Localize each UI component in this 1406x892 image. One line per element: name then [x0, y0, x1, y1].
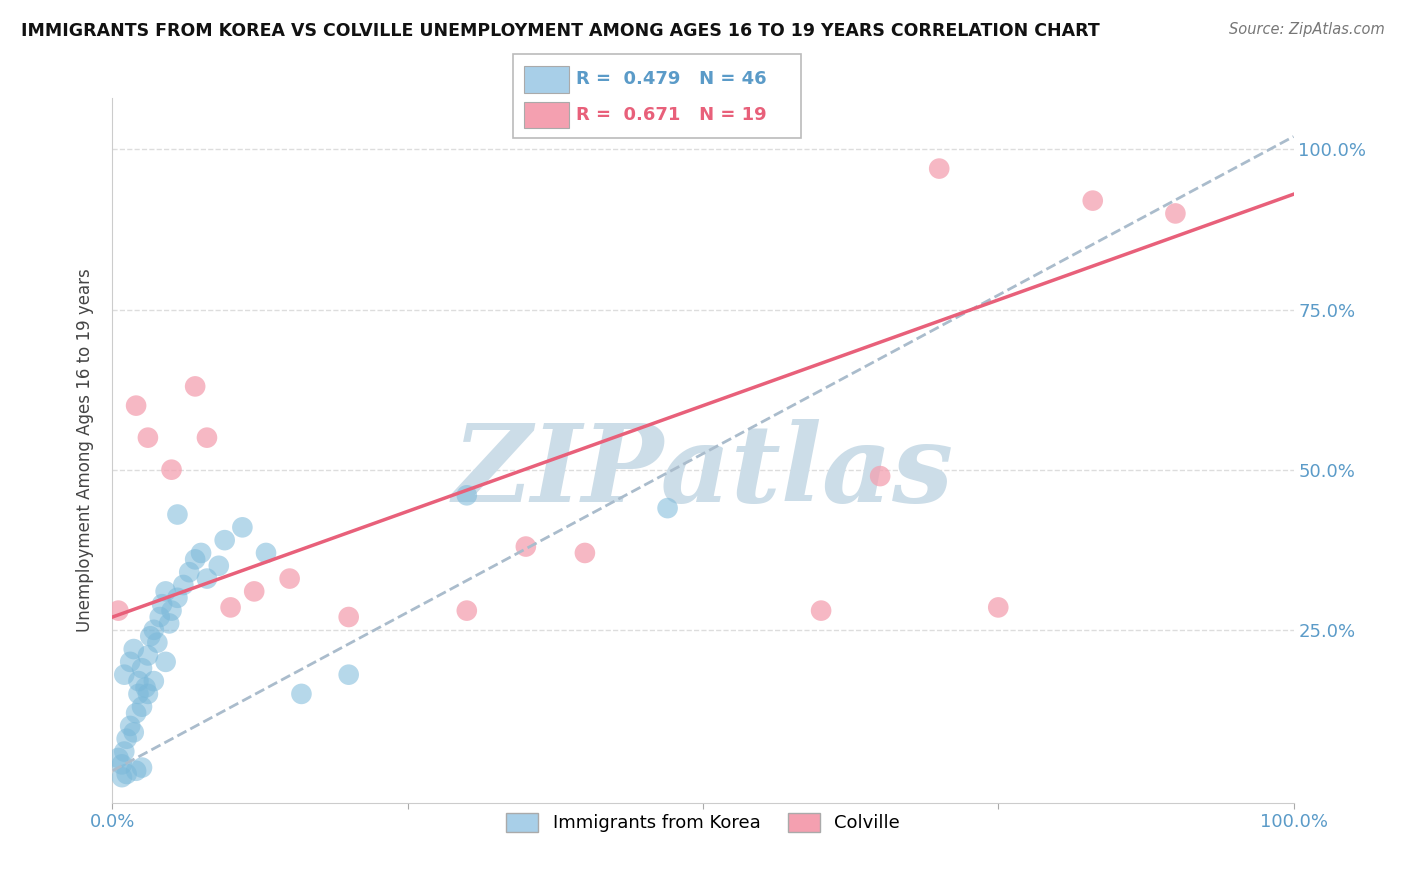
Point [142, 623, 165, 637]
Point [456, 604, 478, 618]
Point [278, 572, 301, 586]
Point [928, 161, 950, 176]
Point [135, 681, 157, 695]
Point [111, 770, 134, 784]
Point [127, 687, 149, 701]
Point [214, 533, 236, 548]
Point [337, 667, 360, 681]
Point [1164, 206, 1187, 220]
Point [127, 674, 149, 689]
Text: ZIPatlas: ZIPatlas [453, 418, 953, 524]
Point [139, 629, 162, 643]
Point [122, 725, 145, 739]
Y-axis label: Unemployment Among Ages 16 to 19 years: Unemployment Among Ages 16 to 19 years [76, 268, 94, 632]
Point [125, 399, 148, 413]
Point [515, 540, 537, 554]
Point [131, 661, 153, 675]
Point [131, 760, 153, 774]
Point [231, 520, 253, 534]
Point [869, 469, 891, 483]
Point [987, 600, 1010, 615]
Point [146, 635, 169, 649]
Text: R =  0.671   N = 19: R = 0.671 N = 19 [576, 106, 768, 124]
Point [290, 687, 312, 701]
Point [155, 584, 177, 599]
Point [111, 757, 134, 772]
Point [1081, 194, 1104, 208]
Point [166, 508, 188, 522]
Point [195, 572, 218, 586]
Point [142, 674, 165, 689]
Text: R =  0.479   N = 46: R = 0.479 N = 46 [576, 70, 768, 88]
Point [107, 604, 129, 618]
Point [160, 604, 183, 618]
Point [184, 552, 207, 566]
Point [160, 463, 183, 477]
Point [131, 699, 153, 714]
Point [112, 667, 135, 681]
Point [155, 655, 177, 669]
Point [219, 600, 242, 615]
Point [657, 501, 679, 516]
Point [136, 431, 159, 445]
Point [122, 642, 145, 657]
Point [115, 767, 138, 781]
Point [195, 431, 218, 445]
Text: IMMIGRANTS FROM KOREA VS COLVILLE UNEMPLOYMENT AMONG AGES 16 TO 19 YEARS CORRELA: IMMIGRANTS FROM KOREA VS COLVILLE UNEMPL… [21, 22, 1099, 40]
Point [190, 546, 212, 560]
Point [136, 648, 159, 663]
Point [120, 655, 142, 669]
Point [149, 610, 172, 624]
Text: Source: ZipAtlas.com: Source: ZipAtlas.com [1229, 22, 1385, 37]
Point [150, 597, 173, 611]
Point [243, 584, 266, 599]
Point [456, 488, 478, 502]
Legend: Immigrants from Korea, Colville: Immigrants from Korea, Colville [499, 805, 907, 839]
Point [208, 558, 231, 573]
Point [120, 719, 142, 733]
Point [574, 546, 596, 560]
Point [107, 751, 129, 765]
Point [125, 706, 148, 720]
Point [136, 687, 159, 701]
Point [337, 610, 360, 624]
Point [810, 604, 832, 618]
Point [166, 591, 188, 605]
Point [157, 616, 180, 631]
Point [179, 565, 201, 579]
Point [172, 578, 194, 592]
Point [112, 745, 135, 759]
Point [184, 379, 207, 393]
Point [115, 731, 138, 746]
Point [125, 764, 148, 778]
Point [254, 546, 277, 560]
